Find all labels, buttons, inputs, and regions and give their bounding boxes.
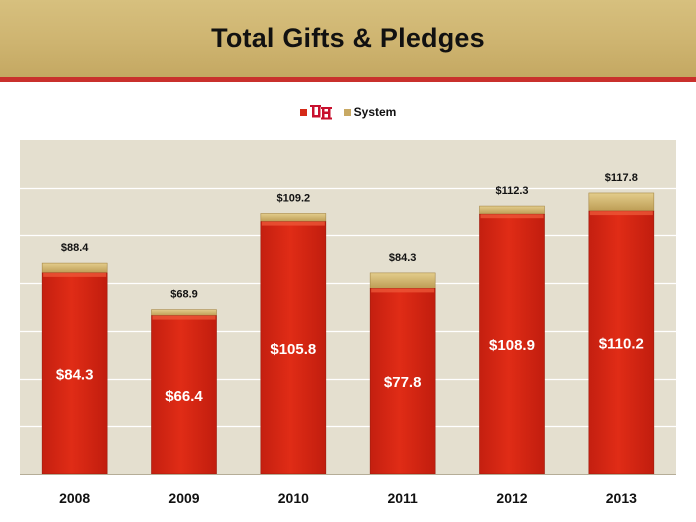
plot-area <box>20 140 676 474</box>
bar-system-2009 <box>151 309 217 316</box>
uh-value-label-2009: $66.4 <box>165 388 203 405</box>
x-tick-label-2010: 2010 <box>278 490 309 506</box>
uh-value-label-2011: $77.8 <box>384 374 422 391</box>
x-tick-label-2011: 2011 <box>387 490 418 506</box>
legend-label-system: System <box>353 105 397 119</box>
uh-value-label-2008: $84.3 <box>56 366 94 383</box>
bar-uh-highlight-2012 <box>480 214 544 219</box>
bar-uh-2010 <box>260 221 327 475</box>
total-label-2013: $117.8 <box>605 172 638 184</box>
legend-swatch-uh <box>299 108 307 116</box>
bar-uh-highlight-2013 <box>589 211 653 216</box>
uh-value-label-2012: $108.9 <box>489 337 535 354</box>
total-label-2012: $112.3 <box>495 185 528 197</box>
bar-uh-highlight-2010 <box>261 221 325 226</box>
bar-uh-highlight-2008 <box>43 272 107 277</box>
legend: System <box>0 102 696 122</box>
uh-logo-icon <box>309 104 332 120</box>
bar-uh-2012 <box>479 213 545 475</box>
total-label-2011: $84.3 <box>389 252 417 264</box>
total-label-2010: $109.2 <box>277 192 311 204</box>
x-tick-label-2008: 2008 <box>59 490 90 506</box>
uh-value-label-2013: $110.2 <box>599 336 644 353</box>
bar-system-2010 <box>260 213 327 222</box>
bar-system-2013 <box>588 192 655 212</box>
bar-uh-highlight-2009 <box>152 315 216 320</box>
legend-item-uh <box>299 104 332 120</box>
total-label-2008: $88.4 <box>61 242 89 254</box>
uh-value-label-2010: $105.8 <box>270 341 316 358</box>
legend-swatch-system <box>343 108 351 116</box>
legend-item-system: System <box>343 105 397 119</box>
bar-system-2008 <box>41 262 108 274</box>
chart-title: Total Gifts & Pledges <box>211 23 485 53</box>
bar-system-2012 <box>479 205 545 215</box>
bar-uh-2013 <box>588 210 655 475</box>
bar-uh-highlight-2011 <box>371 288 435 293</box>
x-tick-label-2013: 2013 <box>606 490 637 506</box>
x-tick-label-2009: 2009 <box>168 490 199 506</box>
bar-system-2011 <box>369 272 436 289</box>
total-label-2009: $68.9 <box>170 289 198 301</box>
x-tick-label-2012: 2012 <box>496 490 527 506</box>
title-banner: Total Gifts & Pledges <box>0 0 696 82</box>
